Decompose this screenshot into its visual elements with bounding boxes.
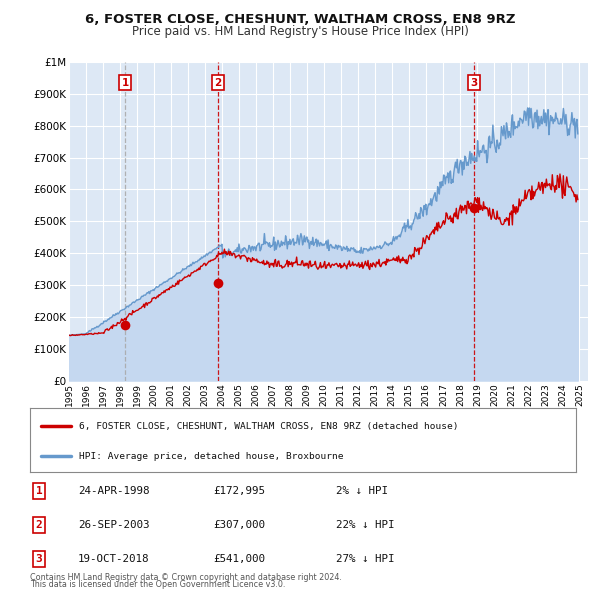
Text: 24-APR-1998: 24-APR-1998 bbox=[78, 486, 149, 496]
Text: £172,995: £172,995 bbox=[213, 486, 265, 496]
Text: 1: 1 bbox=[35, 486, 43, 496]
Text: 19-OCT-2018: 19-OCT-2018 bbox=[78, 555, 149, 564]
Text: 3: 3 bbox=[470, 78, 478, 88]
Text: Contains HM Land Registry data © Crown copyright and database right 2024.: Contains HM Land Registry data © Crown c… bbox=[30, 573, 342, 582]
Text: 6, FOSTER CLOSE, CHESHUNT, WALTHAM CROSS, EN8 9RZ: 6, FOSTER CLOSE, CHESHUNT, WALTHAM CROSS… bbox=[85, 13, 515, 26]
Text: 22% ↓ HPI: 22% ↓ HPI bbox=[336, 520, 395, 530]
Text: 2: 2 bbox=[35, 520, 43, 530]
Text: HPI: Average price, detached house, Broxbourne: HPI: Average price, detached house, Brox… bbox=[79, 451, 344, 461]
Text: 27% ↓ HPI: 27% ↓ HPI bbox=[336, 555, 395, 564]
Text: 2% ↓ HPI: 2% ↓ HPI bbox=[336, 486, 388, 496]
Text: £541,000: £541,000 bbox=[213, 555, 265, 564]
Text: 26-SEP-2003: 26-SEP-2003 bbox=[78, 520, 149, 530]
Text: Price paid vs. HM Land Registry's House Price Index (HPI): Price paid vs. HM Land Registry's House … bbox=[131, 25, 469, 38]
Text: 3: 3 bbox=[35, 555, 43, 564]
Text: £307,000: £307,000 bbox=[213, 520, 265, 530]
Text: 6, FOSTER CLOSE, CHESHUNT, WALTHAM CROSS, EN8 9RZ (detached house): 6, FOSTER CLOSE, CHESHUNT, WALTHAM CROSS… bbox=[79, 422, 458, 431]
Text: This data is licensed under the Open Government Licence v3.0.: This data is licensed under the Open Gov… bbox=[30, 580, 286, 589]
Text: 1: 1 bbox=[122, 78, 129, 88]
Text: 2: 2 bbox=[214, 78, 221, 88]
